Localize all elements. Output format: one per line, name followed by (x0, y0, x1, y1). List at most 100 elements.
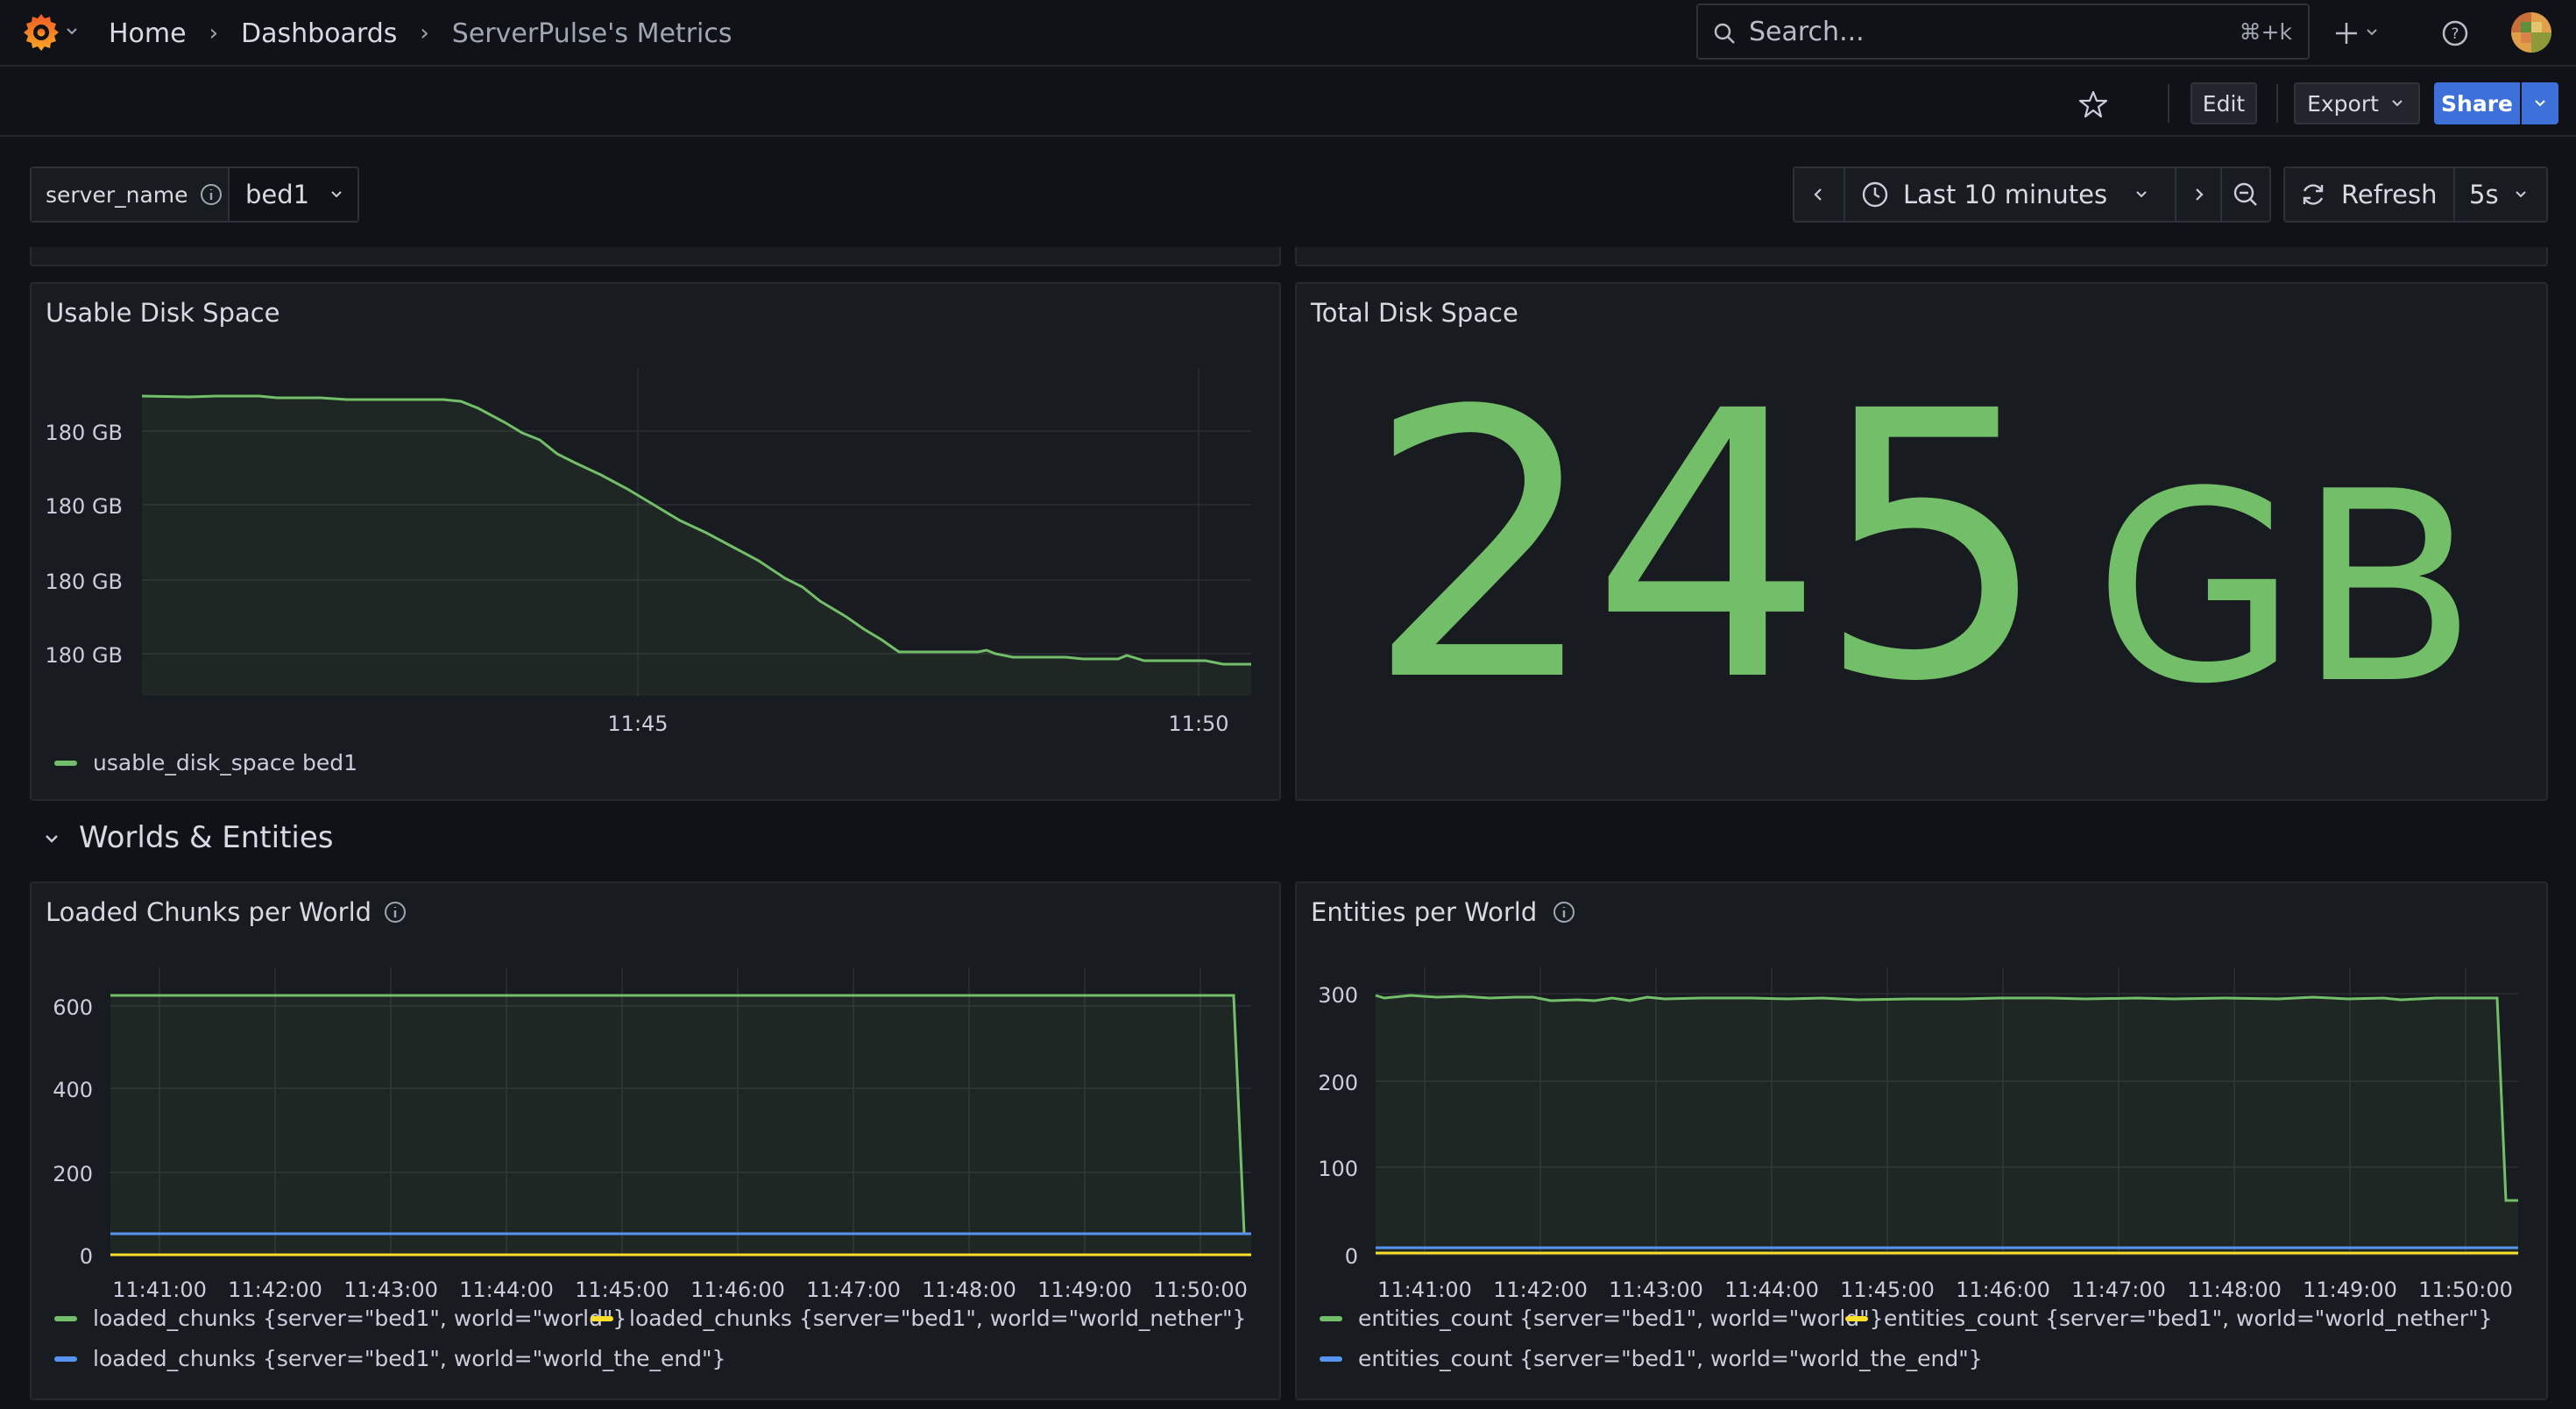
series-world-area (1376, 995, 2518, 1255)
legend-item[interactable]: loaded_chunks {server="bed1", world="wor… (54, 1306, 626, 1331)
legend-label: entities_count {server="bed1", world="wo… (1358, 1346, 1983, 1371)
search-input[interactable]: Search... ⌘+k (1696, 4, 2310, 60)
info-icon[interactable] (199, 182, 223, 207)
refresh-interval: 5s (2469, 180, 2499, 209)
breadcrumb-separator: › (209, 20, 218, 46)
entities-chart: 300 200 100 0 11:41:00 11:42:00 11:43:00… (1318, 967, 2518, 1302)
variable-value-select[interactable]: bed1 (230, 168, 357, 221)
time-picker: Last 10 minutes (1793, 166, 2271, 223)
chevron-down-icon (2136, 191, 2147, 198)
x-tick-label: 11:49:00 (1037, 1278, 1132, 1302)
help-icon[interactable]: ? (2441, 19, 2469, 47)
legend-item[interactable]: loaded_chunks {server="bed1", world="wor… (54, 1346, 725, 1371)
toolbar-divider (2276, 84, 2278, 123)
legend-item[interactable]: entities_count {server="bed1", world="wo… (1845, 1306, 2493, 1331)
breadcrumb: Home › Dashboards › ServerPulse's Metric… (109, 0, 732, 67)
chevron-right-icon (2196, 188, 2204, 201)
legend-label: loaded_chunks {server="bed1", world="wor… (93, 1346, 726, 1371)
series-world-line (1375, 994, 2518, 1202)
y-tick-label: 0 (80, 1244, 93, 1269)
breadcrumb-dashboards[interactable]: Dashboards (241, 18, 398, 49)
info-icon[interactable] (382, 899, 408, 925)
y-tick-label: 180 GB (46, 643, 124, 668)
refresh-button[interactable]: Refresh (2285, 168, 2455, 221)
export-label: Export (2307, 90, 2379, 117)
legend-swatch (1320, 1315, 1342, 1321)
y-tick-label: 200 (53, 1162, 93, 1186)
stat-number: 245 (1365, 334, 2050, 762)
variable-value: bed1 (245, 180, 310, 209)
breadcrumb-current: ServerPulse's Metrics (451, 18, 732, 49)
info-icon[interactable] (1551, 899, 1577, 925)
zoom-out-button[interactable] (2222, 168, 2269, 221)
legend-label: loaded_chunks {server="bed1", world="wor… (629, 1306, 1247, 1331)
share-menu-button[interactable] (2522, 82, 2558, 124)
plus-icon[interactable] (2334, 19, 2383, 47)
x-tick-label: 11:43:00 (1609, 1278, 1703, 1302)
row-title[interactable]: Worlds & Entities (79, 820, 334, 855)
avatar[interactable] (2511, 12, 2551, 53)
panel-total-disk-space[interactable]: Total Disk Space (1295, 282, 2548, 801)
panel-partial-left (30, 247, 1281, 266)
x-tick-label: 11:44:00 (1724, 1278, 1819, 1302)
x-tick-label: 11:42:00 (1493, 1278, 1588, 1302)
x-tick-label: 11:50:00 (1153, 1278, 1248, 1302)
edit-button[interactable]: Edit (2190, 82, 2257, 124)
chevron-left-icon (1814, 188, 1822, 201)
usable-disk-area (142, 396, 1251, 696)
panel-title: Total Disk Space (1311, 298, 1518, 328)
legend-label: entities_count {server="bed1", world="wo… (1884, 1306, 2493, 1331)
share-button[interactable]: Share (2434, 82, 2520, 124)
time-shift-back-button[interactable] (1794, 168, 1845, 221)
panel-usable-disk-space[interactable]: Usable Disk Space 180 GB 180 GB 180 GB 1… (30, 282, 1281, 801)
grafana-logo-icon[interactable] (19, 11, 63, 54)
search-shortcut: ⌘+k (2239, 18, 2292, 45)
zoom-out-icon (2233, 182, 2257, 206)
breadcrumb-separator: › (420, 20, 429, 46)
legend-swatch (54, 1356, 77, 1362)
x-tick-label: 11:45:00 (575, 1278, 669, 1302)
refresh-icon (2303, 184, 2324, 205)
chevron-down-icon[interactable] (40, 831, 63, 848)
legend-item[interactable]: loaded_chunks {server="bed1", world="wor… (591, 1306, 1246, 1331)
variable-label-text: server_name (46, 181, 188, 208)
refresh-picker: Refresh 5s (2283, 166, 2548, 223)
legend-label: usable_disk_space bed1 (93, 750, 358, 775)
x-tick-label: 11:47:00 (806, 1278, 901, 1302)
series-world-area (110, 995, 1251, 1255)
breadcrumb-home[interactable]: Home (109, 18, 187, 49)
usable-disk-chart: 180 GB 180 GB 180 GB 180 GB 11:45 11:50 (46, 368, 1251, 736)
refresh-interval-select[interactable]: 5s (2455, 168, 2546, 221)
panel-title: Loaded Chunks per World (46, 897, 372, 927)
chevron-down-icon[interactable] (65, 25, 79, 39)
y-tick-label: 300 (1318, 983, 1358, 1008)
time-shift-forward-button[interactable] (2176, 168, 2222, 221)
usable-disk-line (141, 394, 1251, 666)
x-tick-label: 11:44:00 (459, 1278, 554, 1302)
x-tick-label: 11:42:00 (228, 1278, 322, 1302)
export-button[interactable]: Export (2294, 82, 2420, 124)
legend-item[interactable]: usable_disk_space bed1 (54, 750, 357, 775)
y-tick-label: 180 GB (46, 421, 124, 445)
loaded-chunks-chart: 600 400 200 0 11:41:00 11:42:00 11:43:00… (53, 967, 1251, 1302)
star-icon[interactable] (2078, 89, 2108, 119)
x-tick-label: 11:46:00 (690, 1278, 785, 1302)
variable-server-name: server_name bed1 (30, 166, 359, 223)
legend-item[interactable]: entities_count {server="bed1", world="wo… (1320, 1346, 1983, 1371)
dashboard-toolbar: Edit Export Share (0, 68, 2576, 137)
x-tick-label: 11:41:00 (1377, 1278, 1472, 1302)
panel-loaded-chunks[interactable]: Loaded Chunks per World 600 400 200 0 11… (30, 882, 1281, 1400)
legend-label: loaded_chunks {server="bed1", world="wor… (93, 1306, 627, 1331)
search-placeholder: Search... (1749, 16, 1865, 47)
y-tick-label: 180 GB (46, 570, 124, 594)
chevron-down-icon (331, 191, 342, 198)
x-tick-label: 11:46:00 (1956, 1278, 2050, 1302)
panel-entities-per-world[interactable]: Entities per World 300 200 100 0 11:41:0… (1295, 882, 2548, 1400)
legend-label: entities_count {server="bed1", world="wo… (1358, 1306, 1884, 1331)
y-tick-label: 600 (53, 995, 93, 1020)
legend-item[interactable]: entities_count {server="bed1", world="wo… (1320, 1306, 1884, 1331)
x-tick-label: 11:45:00 (1840, 1278, 1935, 1302)
x-tick-label: 11:48:00 (2187, 1278, 2282, 1302)
time-range-button[interactable]: Last 10 minutes (1845, 168, 2176, 221)
panel-partial-right (1295, 247, 2548, 266)
